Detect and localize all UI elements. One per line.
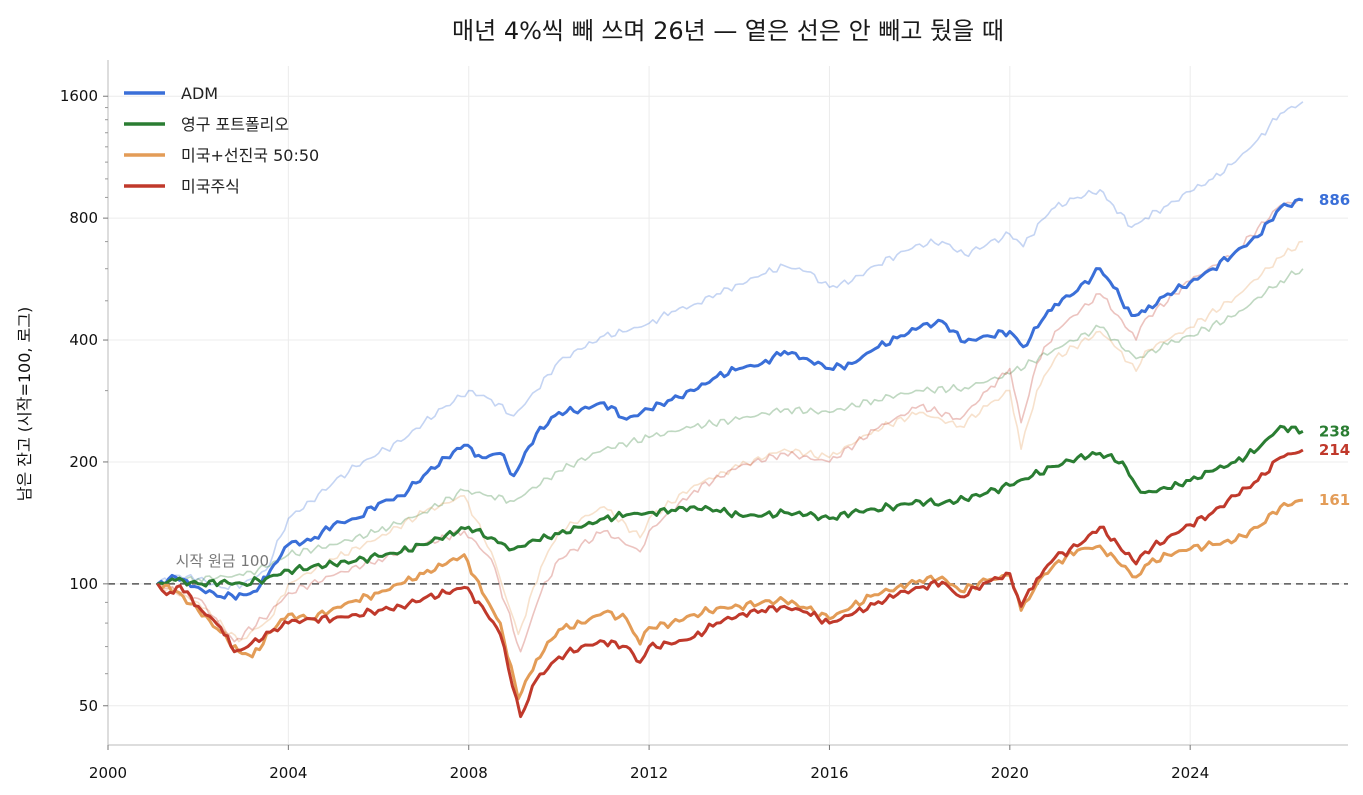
y-tick-label: 100 bbox=[69, 575, 98, 593]
gridlines bbox=[107, 66, 1348, 745]
x-tick-label: 2004 bbox=[269, 764, 307, 782]
legend-label: 미국+선진국 50:50 bbox=[181, 146, 319, 165]
faded-series-line bbox=[157, 268, 1304, 585]
y-tick-label: 200 bbox=[69, 453, 98, 471]
legend-label: ADM bbox=[181, 84, 218, 103]
x-tick-label: 2020 bbox=[991, 764, 1029, 782]
baseline-annotation: 시작 원금 100 bbox=[176, 552, 269, 570]
legend-label: 영구 포트폴리오 bbox=[181, 115, 289, 134]
y-tick-label: 800 bbox=[69, 209, 98, 227]
end-value-label: 214 bbox=[1319, 441, 1350, 459]
end-value-label: 238 bbox=[1319, 422, 1350, 440]
series-line bbox=[157, 424, 1304, 588]
y-axis-label: 남은 잔고 (시작=100, 로그) bbox=[15, 307, 34, 502]
x-tick-label: 2012 bbox=[630, 764, 668, 782]
faded-series-line bbox=[157, 240, 1303, 643]
legend-label: 미국주식 bbox=[181, 177, 240, 196]
y-tick-label: 50 bbox=[79, 697, 98, 715]
y-tick-label: 400 bbox=[69, 331, 98, 349]
faded-series-group bbox=[157, 101, 1304, 653]
faded-series-line bbox=[157, 101, 1304, 591]
end-value-label: 886 bbox=[1319, 191, 1350, 209]
main-series-group bbox=[156, 197, 1304, 719]
end-value-label: 161 bbox=[1319, 491, 1350, 509]
series-line bbox=[156, 448, 1304, 719]
end-labels-group: 886 238 161 214 bbox=[1319, 191, 1350, 509]
x-tick-label: 2000 bbox=[89, 764, 127, 782]
series-line bbox=[156, 498, 1304, 701]
faded-series-line bbox=[157, 198, 1304, 653]
axes: 50 100 200 400 800 1600 2000 2004 2008 2012 2016 20… bbox=[60, 60, 1348, 782]
series-line bbox=[156, 197, 1304, 601]
x-tick-label: 2024 bbox=[1171, 764, 1209, 782]
chart-title: 매년 4%씩 빼 쓰며 26년 — 옅은 선은 안 빼고 뒀을 때 bbox=[452, 17, 1004, 45]
y-tick-label: 1600 bbox=[60, 87, 98, 105]
x-tick-label: 2008 bbox=[450, 764, 488, 782]
x-tick-label: 2016 bbox=[810, 764, 848, 782]
